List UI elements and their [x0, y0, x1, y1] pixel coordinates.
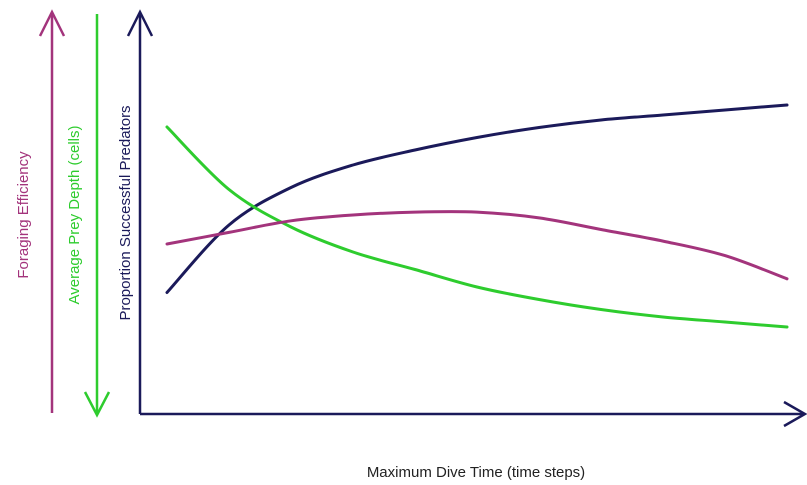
depth-axis-label: Average Prey Depth (cells): [66, 126, 83, 305]
series-layer: [165, 103, 789, 329]
efficiency-axis-label: Foraging Efficiency: [15, 151, 32, 279]
y-axis: [126, 9, 154, 414]
x-axis-label: Maximum Dive Time (time steps): [367, 464, 585, 481]
x-axis: [140, 400, 807, 428]
proportion-axis-label: Proportion Successful Predators: [117, 105, 134, 320]
depth-axis-arrow: [83, 14, 111, 418]
depth-series-line: [165, 125, 789, 329]
efficiency-series-line: [165, 210, 789, 281]
proportion-series-line: [165, 103, 789, 294]
efficiency-axis-arrow: [38, 9, 66, 413]
